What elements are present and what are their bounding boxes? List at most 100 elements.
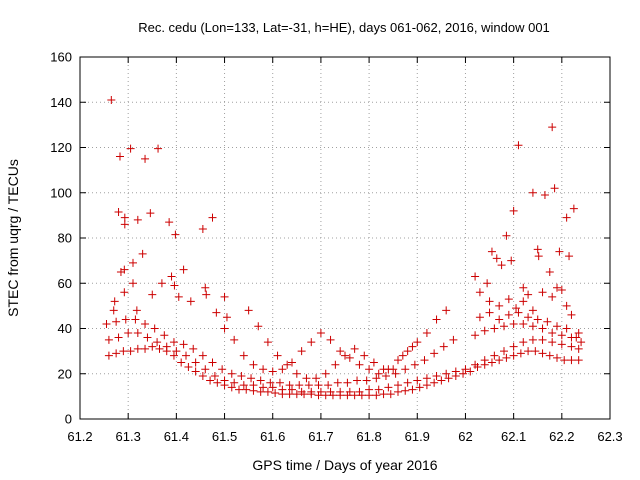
data-point <box>208 213 217 222</box>
data-point <box>562 324 571 333</box>
data-point <box>297 347 306 356</box>
data-point <box>355 387 364 396</box>
data-point <box>182 351 190 360</box>
data-point <box>131 315 140 324</box>
data-point <box>557 340 566 349</box>
data-point <box>485 308 494 317</box>
data-point <box>389 365 398 374</box>
data-point <box>466 367 475 376</box>
data-point <box>154 144 163 153</box>
data-point <box>239 381 248 390</box>
data-point <box>115 152 124 161</box>
data-point <box>239 351 248 360</box>
data-point <box>538 288 547 297</box>
data-point <box>567 356 576 365</box>
data-point <box>249 360 258 369</box>
data-point <box>509 319 518 328</box>
data-point <box>490 351 499 360</box>
data-point <box>273 351 282 360</box>
data-point <box>177 358 186 367</box>
data-point <box>540 191 549 200</box>
data-point <box>516 349 525 358</box>
data-point <box>324 381 333 390</box>
data-point <box>109 306 118 315</box>
data-point <box>442 306 451 315</box>
data-point <box>179 265 188 274</box>
data-point <box>502 231 511 240</box>
plot-frame <box>79 56 611 420</box>
data-point <box>533 315 542 324</box>
y-tick-label: 80 <box>58 231 72 246</box>
data-point <box>487 247 496 256</box>
data-point <box>381 372 390 381</box>
data-point <box>538 335 547 344</box>
data-point <box>471 360 480 369</box>
y-axis-label: STEC from uqrg / TECUs <box>5 159 21 317</box>
data-point <box>321 369 330 378</box>
data-point <box>509 206 518 215</box>
data-point <box>459 369 468 378</box>
data-point <box>288 358 296 367</box>
data-point <box>562 301 571 310</box>
data-point <box>545 351 554 360</box>
data-point <box>562 213 571 222</box>
data-point <box>198 372 207 381</box>
data-point <box>230 378 239 387</box>
data-point <box>574 329 583 338</box>
data-point <box>487 358 496 367</box>
data-point <box>133 329 142 338</box>
data-point <box>148 290 157 299</box>
data-point <box>292 369 301 378</box>
data-point <box>160 331 169 340</box>
data-point <box>169 338 178 347</box>
data-point <box>307 387 316 396</box>
data-point <box>403 347 412 356</box>
x-tick-label: 61.8 <box>356 429 381 444</box>
data-point <box>212 308 221 317</box>
data-point <box>304 381 313 390</box>
data-point <box>104 351 113 360</box>
data-point <box>432 372 441 381</box>
data-point <box>560 356 569 365</box>
data-point <box>504 295 513 304</box>
data-point <box>403 378 412 387</box>
data-point <box>263 387 272 396</box>
data-point <box>336 347 345 356</box>
data-point <box>227 369 236 378</box>
data-point <box>569 204 578 213</box>
data-point <box>206 376 215 385</box>
data-point <box>179 340 188 349</box>
data-point <box>567 342 576 351</box>
data-point <box>256 387 265 396</box>
data-point <box>119 347 128 356</box>
data-point <box>126 347 135 356</box>
data-point <box>471 272 480 281</box>
data-point <box>548 338 557 347</box>
data-point <box>415 383 424 392</box>
data-point <box>555 247 564 256</box>
data-point <box>170 281 179 290</box>
x-tick-label: 61.3 <box>116 429 141 444</box>
data-point <box>543 317 552 326</box>
data-point <box>326 387 335 396</box>
data-point <box>191 358 200 367</box>
data-point <box>189 344 198 353</box>
data-point <box>379 390 388 399</box>
data-point <box>512 304 521 313</box>
data-point <box>201 283 210 292</box>
y-tick-label: 140 <box>50 95 72 110</box>
data-point <box>442 369 451 378</box>
data-point <box>548 123 557 132</box>
data-point <box>266 378 275 387</box>
data-point <box>528 188 537 197</box>
data-point <box>519 297 528 306</box>
data-point <box>288 385 296 394</box>
x-tick-label: 61.9 <box>405 429 430 444</box>
data-point <box>553 283 561 292</box>
data-point <box>413 338 422 347</box>
data-point <box>220 376 229 385</box>
data-point <box>550 184 559 193</box>
x-axis-label: GPS time / Days of year 2016 <box>252 457 437 473</box>
data-point <box>230 335 239 344</box>
